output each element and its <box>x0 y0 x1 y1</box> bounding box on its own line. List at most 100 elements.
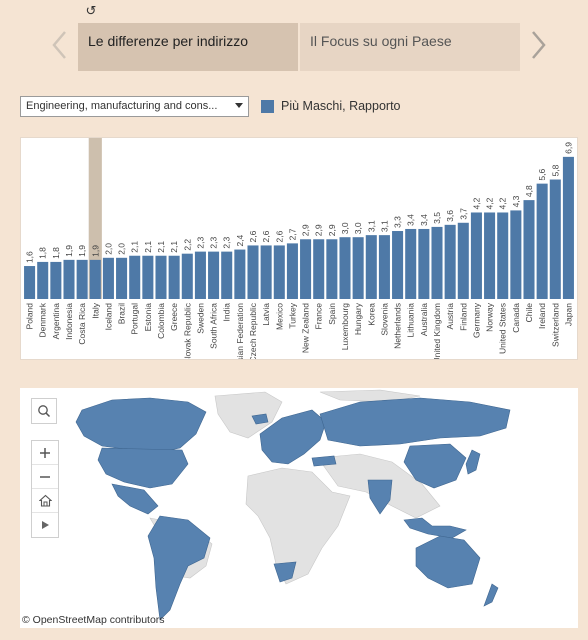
bar-0[interactable] <box>24 266 36 299</box>
category-label-28: Netherlands <box>393 303 403 349</box>
category-label-20: Turkey <box>287 302 297 328</box>
value-label-35: 4,2 <box>485 197 495 209</box>
bar-13[interactable] <box>194 251 206 299</box>
value-label-29: 3,4 <box>406 214 416 226</box>
category-label-26: Korea <box>366 303 376 326</box>
bar-16[interactable] <box>234 249 246 299</box>
bar-34[interactable] <box>470 212 482 299</box>
value-label-0: 1,6 <box>25 251 35 263</box>
bar-19[interactable] <box>273 245 285 299</box>
value-label-16: 2,4 <box>235 234 245 246</box>
bar-2[interactable] <box>50 261 62 299</box>
bar-36[interactable] <box>497 212 509 299</box>
value-label-33: 3,7 <box>458 208 468 220</box>
bar-29[interactable] <box>405 228 417 299</box>
reset-icon[interactable]: ↺ <box>85 3 97 18</box>
bar-26[interactable] <box>365 235 377 299</box>
value-label-7: 2,0 <box>117 243 127 255</box>
category-label-37: Canada <box>511 303 521 333</box>
bar-12[interactable] <box>181 253 193 299</box>
value-label-41: 6,9 <box>563 142 573 154</box>
bar-24[interactable] <box>339 237 351 299</box>
bar-9[interactable] <box>142 255 154 299</box>
chevron-right-icon[interactable] <box>526 28 550 62</box>
category-label-3: Indonesia <box>64 303 74 340</box>
category-label-27: Slovenia <box>379 303 389 336</box>
value-label-22: 2,9 <box>314 224 324 236</box>
bar-23[interactable] <box>326 239 338 299</box>
category-label-7: Brazil <box>117 303 127 324</box>
bar-25[interactable] <box>352 237 364 299</box>
category-label-14: South Africa <box>209 303 219 349</box>
world-map[interactable]: © OpenStreetMap contributors <box>20 388 578 628</box>
category-label-8: Portugal <box>130 303 140 335</box>
bar-8[interactable] <box>129 255 141 299</box>
bar-chart: 1,6 Poland 1,8 Denmark 1,8 Argentina 1,9 Indone… <box>20 137 578 360</box>
bar-20[interactable] <box>286 243 298 299</box>
greenland-shape <box>214 391 283 439</box>
tab-focus-paese[interactable]: Il Focus su ogni Paese <box>300 23 520 71</box>
category-label-11: Greece <box>169 303 179 331</box>
plus-icon[interactable] <box>32 441 58 465</box>
africa-shape <box>245 467 351 585</box>
category-label-2: Argentina <box>51 303 61 340</box>
category-label-29: Lithuania <box>406 303 416 338</box>
field-filter-dropdown[interactable]: Engineering, manufacturing and cons... <box>20 96 249 117</box>
search-icon[interactable] <box>31 398 57 424</box>
bar-18[interactable] <box>260 245 272 299</box>
bar-27[interactable] <box>378 235 390 299</box>
mexico-shape <box>111 483 159 515</box>
bar-31[interactable] <box>431 226 443 299</box>
category-label-16: Russian Federation <box>235 303 245 359</box>
bar-37[interactable] <box>510 210 522 299</box>
bar-14[interactable] <box>208 251 220 299</box>
bar-22[interactable] <box>313 239 325 299</box>
japan-shape <box>465 449 481 475</box>
bar-41[interactable] <box>562 156 574 299</box>
bar-3[interactable] <box>63 259 75 299</box>
value-label-34: 4,2 <box>471 197 481 209</box>
bar-21[interactable] <box>300 239 312 299</box>
legend-swatch <box>261 99 274 113</box>
bar-6[interactable] <box>102 257 114 299</box>
bar-5[interactable] <box>89 259 101 299</box>
bar-35[interactable] <box>484 212 496 299</box>
category-label-19: Mexico <box>274 303 284 330</box>
bar-39[interactable] <box>536 183 548 299</box>
category-label-4: Costa Rica <box>77 303 87 345</box>
play-icon[interactable] <box>32 513 58 537</box>
category-label-1: Denmark <box>38 302 48 337</box>
category-label-9: Estonia <box>143 303 153 332</box>
tab-differenze[interactable]: Le differenze per indirizzo <box>78 23 298 71</box>
value-label-19: 2,6 <box>274 230 284 242</box>
home-icon[interactable] <box>32 489 58 513</box>
bar-10[interactable] <box>155 255 167 299</box>
russia-shape <box>319 397 511 447</box>
value-label-14: 2,3 <box>209 237 219 249</box>
category-label-35: Norway <box>485 302 495 332</box>
value-label-21: 2,9 <box>301 224 311 236</box>
highlight-band-5 <box>88 138 102 299</box>
bar-32[interactable] <box>444 224 456 299</box>
bar-1[interactable] <box>37 261 49 299</box>
europe-shape <box>259 409 327 465</box>
category-label-39: Ireland <box>537 303 547 329</box>
bar-4[interactable] <box>76 259 88 299</box>
canada-shape <box>75 397 207 453</box>
value-label-6: 2,0 <box>103 243 113 255</box>
bar-40[interactable] <box>549 179 561 299</box>
bar-15[interactable] <box>221 251 233 299</box>
legend[interactable]: Più Maschi, Rapporto <box>261 98 401 114</box>
category-label-30: Australia <box>419 303 429 336</box>
bar-17[interactable] <box>247 245 259 299</box>
bar-7[interactable] <box>116 257 128 299</box>
bar-33[interactable] <box>457 222 469 299</box>
value-label-8: 2,1 <box>130 241 140 253</box>
category-label-6: Iceland <box>103 303 113 331</box>
bar-38[interactable] <box>523 200 535 299</box>
bar-28[interactable] <box>392 231 404 299</box>
minus-icon[interactable] <box>32 465 58 489</box>
chevron-left-icon[interactable] <box>48 28 72 62</box>
bar-30[interactable] <box>418 228 430 299</box>
bar-11[interactable] <box>168 255 180 299</box>
